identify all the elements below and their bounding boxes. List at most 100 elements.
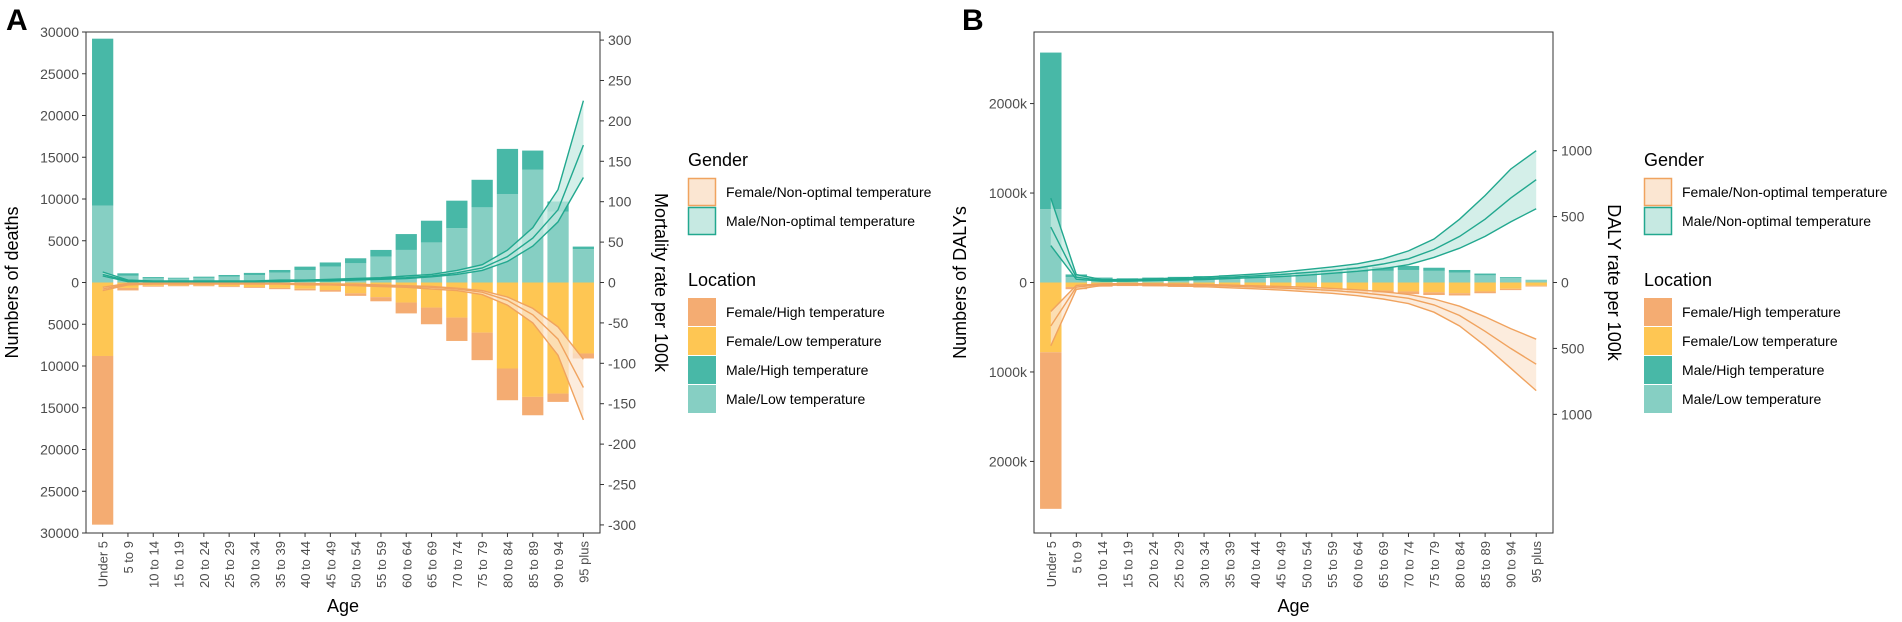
panel-a-bar-male-high <box>496 148 519 194</box>
panel-a-bar-female-low <box>522 282 544 397</box>
panel-a-legend-location-item: Male/High temperature <box>726 362 869 378</box>
panel-a-x-tick-label: 25 to 29 <box>222 541 237 588</box>
panel-a-bar-female-high <box>395 302 417 314</box>
panel-a-y2-tick-label: 250 <box>608 72 632 88</box>
panel-b-bar-female-low <box>1372 282 1394 291</box>
panel-a-bar-female-high <box>446 317 468 341</box>
panel-b-bar-male-high <box>1397 265 1420 270</box>
panel-a-y-tick-label: 25000 <box>40 66 79 82</box>
panel-a-legend-gender-swatch <box>687 177 717 207</box>
panel-a-x-tick-label: 30 to 34 <box>247 541 262 588</box>
panel-a-bar-male-high <box>395 234 417 250</box>
panel-b-legend-location-swatch <box>1644 356 1672 384</box>
panel-a-x-tick-label: 15 to 19 <box>172 541 187 588</box>
panel-b-bar-female-low <box>1346 282 1369 290</box>
panel-b-x-tick-label: Under 5 <box>1044 541 1059 587</box>
panel-a-legend-location-swatch <box>688 385 716 413</box>
panel-b-bar-female-low <box>1321 282 1343 289</box>
panel-a-y2-tick-label: -250 <box>608 477 636 493</box>
panel-b-bar-male-high <box>1448 269 1471 273</box>
panel-b-male-rate-upper <box>1050 150 1537 281</box>
panel-b-x-tick-label: 20 to 24 <box>1146 541 1161 588</box>
panel-a-bar-female-high <box>92 355 114 525</box>
panel-a-bar-female-low <box>92 282 114 356</box>
panel-b-bar-male-low <box>1244 277 1266 283</box>
panel-b-bar-male-low <box>1397 269 1420 283</box>
panel-b-bar-female-low <box>1423 282 1445 293</box>
panel-a-bar-female-high <box>496 368 519 401</box>
panel-a-bar-male-high <box>142 277 164 279</box>
panel-b-bar-male-high <box>1091 277 1113 279</box>
panel-a-bar-female-high <box>370 297 392 302</box>
panel-a-bar-male-high <box>420 220 443 243</box>
panel-b-y2-tick-label: 0 <box>1561 275 1569 291</box>
panel-a-y2-tick-label: -200 <box>608 436 636 452</box>
panel-a-bar-female-high <box>243 287 266 288</box>
panel-a-y-tick-label: 0 <box>71 275 79 291</box>
panel-b-bar-female-high <box>1525 285 1547 287</box>
panel-a-y-tick-label: 5000 <box>48 316 79 332</box>
panel-a-x-tick-label: 45 to 49 <box>323 541 338 588</box>
panel-a-y2-axis-title: Mortality rate per 100k <box>651 193 671 373</box>
panel-b-bar-male-low <box>1218 277 1241 283</box>
panel-a-x-axis-title: Age <box>327 596 359 616</box>
panel-a-bar-male-high <box>522 150 544 170</box>
panel-a-y2-tick-label: 200 <box>608 113 632 129</box>
panel-a-legend-location-title: Location <box>688 270 756 290</box>
panel-a-bar-male-high <box>193 276 215 278</box>
panel-b-bar-male-high <box>1474 273 1496 276</box>
panel-b-bar-female-high <box>1499 288 1522 291</box>
panel-b-bar-female-low <box>1397 282 1420 292</box>
panel-a-y-axis-title: Numbers of deaths <box>2 206 22 358</box>
panel-a-x-tick-label: Under 5 <box>96 541 111 587</box>
panel-a-y2-tick-label: -100 <box>608 355 636 371</box>
panel-b-bar-female-high <box>1040 352 1062 509</box>
panel-b-x-tick-label: 50 to 54 <box>1299 541 1314 588</box>
panel-a-y2-tick-label: 150 <box>608 153 632 169</box>
panel-b-legend-location-item: Female/High temperature <box>1682 304 1841 320</box>
panel-b-y-tick-label: 1000k <box>989 364 1028 380</box>
panel-a: 30000 25000 20000 15000 10000 5000 0 5000 10000 1… <box>2 4 932 616</box>
panel-b-legend-location-item: Male/High temperature <box>1682 362 1825 378</box>
panel-a-bar-male-low <box>547 211 569 283</box>
panel-b-legend-location-swatch <box>1644 327 1672 355</box>
panel-a-y-tick-label: 15000 <box>40 400 79 416</box>
panel-a-bar-female-high <box>269 287 291 290</box>
panel-a-bar-female-low <box>319 282 341 291</box>
panel-a-bar-male-low <box>496 193 519 283</box>
panel-a-bar-female-high <box>471 332 493 361</box>
panel-b-bar-male-high <box>1040 52 1062 210</box>
panel-a-bar-female-high <box>193 285 215 287</box>
panel-b-bar-male-low <box>1499 278 1522 283</box>
panel-a-bar-male-high <box>117 273 139 276</box>
panel-a-x-tick-label: 40 to 44 <box>298 541 313 588</box>
panel-a-legend-location-item: Male/Low temperature <box>726 391 866 407</box>
panel-b-x-tick-label: 60 to 64 <box>1350 541 1365 588</box>
panel-b-legend-location-swatch <box>1644 298 1672 326</box>
panel-a-bar-male-high <box>345 258 367 264</box>
panel-b-bar-male-low <box>1448 272 1471 283</box>
panel-b-x-tick-label: 85 to 89 <box>1478 541 1493 588</box>
panel-a-bar-male-high <box>319 262 341 267</box>
panel-b-legend-gender-swatch <box>1643 177 1673 207</box>
panel-b-bar-female-high <box>1474 291 1496 294</box>
panel-a-bar-female-high <box>319 290 341 292</box>
panel-a-female-rate-upper <box>102 283 585 421</box>
panel-b-bar-male-high <box>1423 267 1445 271</box>
panel-a-bar-female-high <box>345 293 367 296</box>
panel-b-y-tick-label: 2000k <box>989 96 1028 112</box>
panel-b-y2-tick-label: 1000 <box>1561 143 1592 159</box>
panel-a-legend-location-item: Female/High temperature <box>726 304 885 320</box>
panel-b-legend-gender-title: Gender <box>1644 150 1704 170</box>
panel-b-bar-male-low <box>1474 275 1496 283</box>
panel-a-y-tick-label: 30000 <box>40 525 79 541</box>
panel-b-x-tick-label: 75 to 79 <box>1427 541 1442 588</box>
panel-b-bar-female-high <box>1423 292 1445 296</box>
panel-a-x-tick-label: 85 to 89 <box>526 541 541 588</box>
panel-a-bar-female-high <box>218 286 240 288</box>
panel-a-bar-female-high <box>522 396 544 416</box>
panel-a-legend-location-swatch <box>688 298 716 326</box>
panel-a-y-tick-label: 30000 <box>40 24 79 40</box>
panel-a-bar-male-high <box>218 274 240 277</box>
panel-b: 2000k 1000k 0 1000k 2000k 1000 500 0 500 1000 Unde… <box>950 4 1888 616</box>
